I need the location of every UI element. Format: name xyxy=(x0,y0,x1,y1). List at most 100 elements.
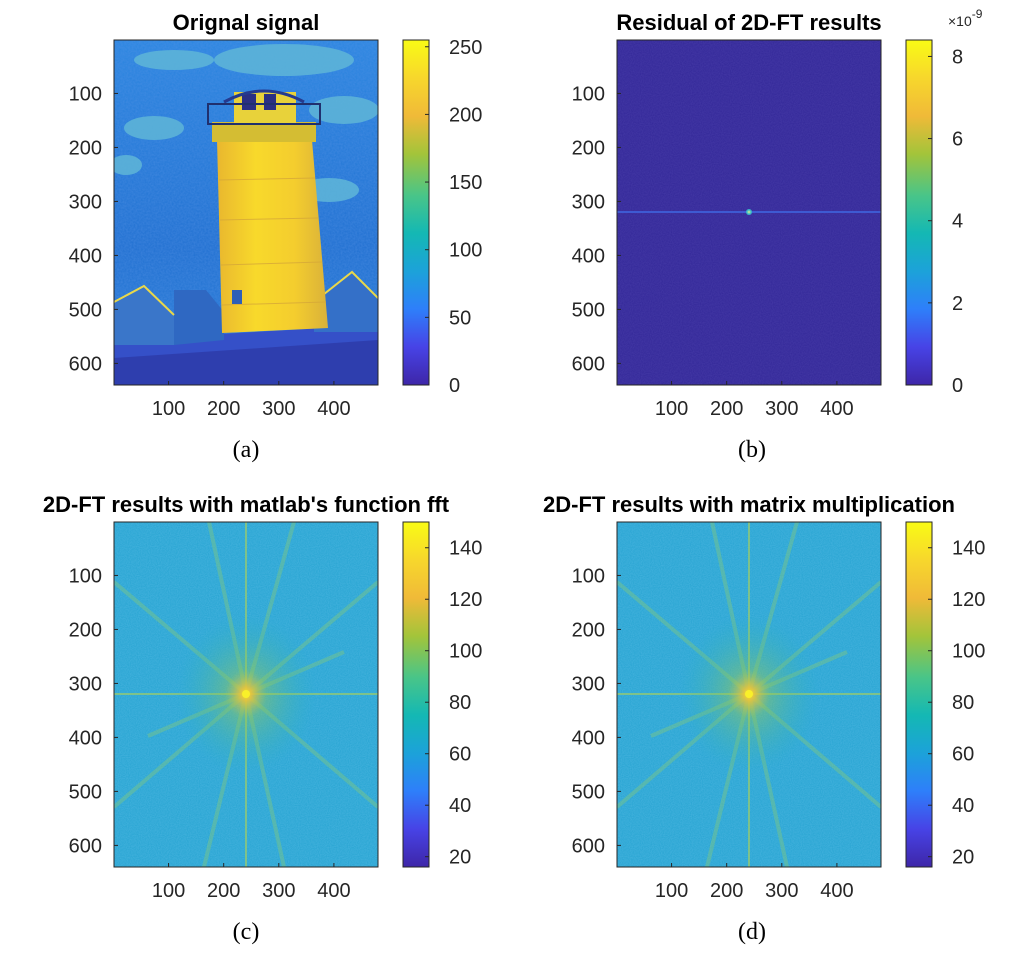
y-tick-label: 600 xyxy=(69,353,102,375)
colorbar-exponent: ×10-9 xyxy=(948,7,983,29)
x-tick-label: 100 xyxy=(655,880,688,902)
colorbar-tick-label: 100 xyxy=(952,641,985,663)
x-tick-label: 300 xyxy=(262,880,295,902)
x-tick-label: 200 xyxy=(710,398,743,420)
colorbar xyxy=(905,39,933,386)
colorbar-tick-label: 100 xyxy=(449,641,482,663)
colorbar-tick-label: 140 xyxy=(449,538,482,560)
colorbar-ticks: 20 40 60 80 100 120 140 xyxy=(928,538,985,869)
y-ticks: 100 200 300 400 500 600 xyxy=(69,83,118,375)
y-tick-label: 200 xyxy=(69,619,102,641)
panel-c: 100 200 300 400 500 600 100 200 300 400 xyxy=(69,521,379,902)
x-tick-label: 200 xyxy=(207,880,240,902)
colorbar-tick-label: 40 xyxy=(952,795,974,817)
spectrum-image xyxy=(617,522,881,867)
colorbar-tick-label: 20 xyxy=(449,847,471,869)
panel-a-title: Orignal signal xyxy=(173,10,320,35)
colorbar xyxy=(905,521,933,868)
x-tick-label: 400 xyxy=(317,880,350,902)
y-tick-label: 200 xyxy=(572,137,605,159)
colorbar-tick-label: 0 xyxy=(449,375,460,397)
x-ticks: 100 200 300 400 xyxy=(152,863,351,902)
panel-b-title: Residual of 2D-FT results xyxy=(616,10,881,35)
colorbar-tick-label: 120 xyxy=(952,589,985,611)
colorbar-ticks: 0 2 4 6 8 xyxy=(928,46,963,397)
colorbar-tick-label: 6 xyxy=(952,129,963,151)
x-tick-label: 100 xyxy=(152,398,185,420)
axes-box xyxy=(616,521,882,868)
colorbar-tick-label: 60 xyxy=(952,744,974,766)
colorbar-tick-label: 100 xyxy=(449,240,482,262)
y-tick-label: 600 xyxy=(69,835,102,857)
colorbar-tick-label: 120 xyxy=(449,589,482,611)
y-tick-label: 100 xyxy=(69,565,102,587)
colorbar-tick-label: 8 xyxy=(952,46,963,68)
colorbar-ticks: 0 50 100 150 200 250 xyxy=(425,37,482,397)
colorbar-tick-label: 2 xyxy=(952,293,963,315)
colorbar-tick-label: 4 xyxy=(952,211,963,233)
x-tick-label: 300 xyxy=(765,880,798,902)
y-tick-label: 300 xyxy=(572,673,605,695)
y-tick-label: 400 xyxy=(69,727,102,749)
exponent-power: -9 xyxy=(972,7,983,21)
panel-a: 100 200 300 400 500 600 100 200 300 400 xyxy=(69,39,379,420)
panel-c-colorbar: 20 40 60 80 100 120 140 xyxy=(402,521,482,869)
x-ticks: 100 200 300 400 xyxy=(655,381,854,420)
colorbar xyxy=(402,521,430,868)
y-tick-label: 600 xyxy=(572,353,605,375)
colorbar-tick-label: 80 xyxy=(449,692,471,714)
x-tick-label: 400 xyxy=(820,880,853,902)
y-tick-label: 100 xyxy=(572,565,605,587)
y-ticks: 100 200 300 400 500 600 xyxy=(69,565,118,857)
y-tick-label: 500 xyxy=(572,781,605,803)
y-ticks: 100 200 300 400 500 600 xyxy=(572,83,621,375)
y-tick-label: 200 xyxy=(69,137,102,159)
panel-a-caption: (a) xyxy=(233,437,260,463)
spectrum-image xyxy=(114,522,378,867)
colorbar-tick-label: 200 xyxy=(449,104,482,126)
y-tick-label: 400 xyxy=(572,245,605,267)
y-tick-label: 500 xyxy=(69,781,102,803)
x-tick-label: 400 xyxy=(317,398,350,420)
colorbar-ticks: 20 40 60 80 100 120 140 xyxy=(425,538,482,869)
panel-b-caption: (b) xyxy=(738,437,766,463)
panel-c-title: 2D-FT results with matlab's function fft xyxy=(43,492,450,517)
axes-box xyxy=(113,39,379,386)
panel-b: 100 200 300 400 500 600 100 200 300 400 xyxy=(572,39,882,420)
panel-c-caption: (c) xyxy=(233,919,260,945)
colorbar-tick-label: 20 xyxy=(952,847,974,869)
y-tick-label: 300 xyxy=(69,191,102,213)
y-tick-label: 300 xyxy=(572,191,605,213)
y-tick-label: 400 xyxy=(572,727,605,749)
x-tick-label: 300 xyxy=(262,398,295,420)
axes-box xyxy=(113,521,379,868)
x-ticks: 100 200 300 400 xyxy=(655,863,854,902)
x-tick-label: 200 xyxy=(710,880,743,902)
panel-d-colorbar: 20 40 60 80 100 120 140 xyxy=(905,521,985,869)
x-tick-label: 300 xyxy=(765,398,798,420)
colorbar-tick-label: 50 xyxy=(449,307,471,329)
y-tick-label: 400 xyxy=(69,245,102,267)
colorbar-tick-label: 250 xyxy=(449,37,482,59)
panel-b-colorbar: 0 2 4 6 8 xyxy=(905,39,963,397)
axes-box xyxy=(616,39,882,386)
exponent-base: ×10 xyxy=(948,13,972,29)
x-tick-label: 400 xyxy=(820,398,853,420)
y-tick-label: 200 xyxy=(572,619,605,641)
y-tick-label: 300 xyxy=(69,673,102,695)
colorbar-tick-label: 80 xyxy=(952,692,974,714)
colorbar-tick-label: 40 xyxy=(449,795,471,817)
colorbar xyxy=(402,39,430,386)
y-tick-label: 100 xyxy=(572,83,605,105)
x-tick-label: 200 xyxy=(207,398,240,420)
colorbar-tick-label: 150 xyxy=(449,172,482,194)
panel-a-colorbar: 0 50 100 150 200 250 xyxy=(402,37,482,397)
panel-d: 100 200 300 400 500 600 100 200 300 400 xyxy=(572,521,882,902)
colorbar-tick-label: 140 xyxy=(952,538,985,560)
y-tick-label: 100 xyxy=(69,83,102,105)
x-tick-label: 100 xyxy=(655,398,688,420)
x-tick-label: 100 xyxy=(152,880,185,902)
y-tick-label: 600 xyxy=(572,835,605,857)
lighthouse-image xyxy=(114,40,378,385)
